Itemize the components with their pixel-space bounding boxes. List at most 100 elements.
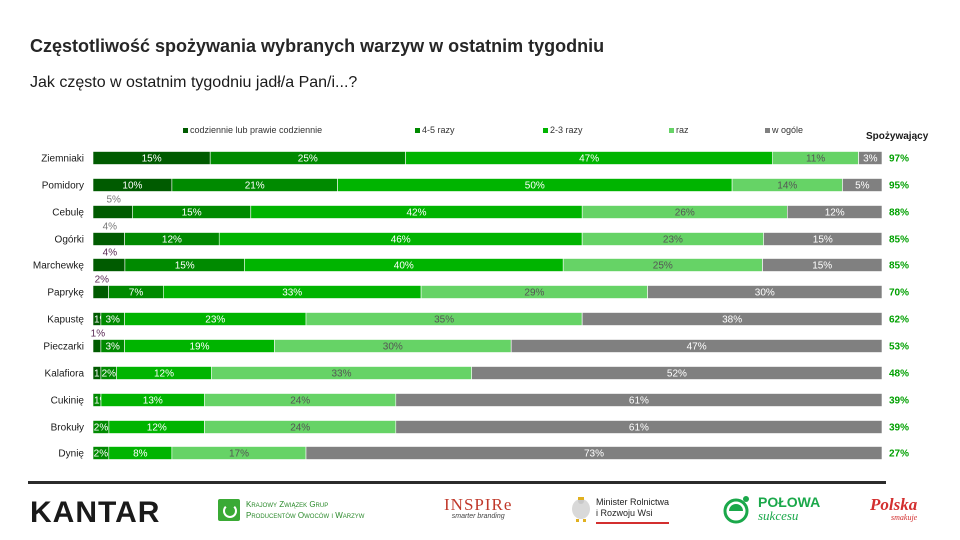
legend-item: 4-5 razy	[415, 125, 455, 135]
bar-value-label: 42%	[406, 208, 426, 219]
chart-legend: codziennie lub prawie codziennie 4-5 razy…	[0, 125, 960, 139]
bar-value-label: 30%	[383, 342, 403, 353]
kzg-logo-line1: Krajowy Związek Grup	[246, 500, 329, 509]
bar-value-label: 33%	[282, 288, 302, 299]
bar-segment	[647, 285, 883, 299]
bar-segment	[395, 420, 883, 434]
category-label: Dynię	[58, 449, 84, 460]
category-label: Cukinię	[51, 396, 85, 407]
category-label: Cebulę	[52, 208, 84, 219]
legend-swatch	[669, 127, 674, 133]
inspire-logo: INSPIRe smarter branding	[444, 495, 513, 520]
polska-logo-main: Polska	[870, 495, 918, 514]
page-subtitle: Jak często w ostatnim tygodniu jadł/a Pa…	[30, 74, 358, 91]
bar-small-value-label: 4%	[103, 248, 118, 259]
bar-segment	[510, 339, 883, 353]
bar-value-label: 11%	[806, 154, 825, 165]
bar-value-label: 12%	[147, 423, 167, 434]
consumers-value: 48%	[889, 369, 909, 380]
consumers-value: 97%	[889, 154, 909, 165]
page-title: Częstotliwość spożywania wybranych warzy…	[30, 36, 605, 56]
bar-small-value-label: 1%	[91, 329, 106, 340]
polowa-sukcesu-logo: POŁOWA sukcesu	[722, 494, 820, 524]
category-label: Pomidory	[42, 181, 84, 192]
consumers-value: 85%	[889, 235, 909, 246]
bar-value-label: 15%	[142, 154, 162, 165]
bar-value-label: 24%	[290, 396, 310, 407]
bar-value-label: 19%	[189, 342, 209, 353]
legend-item: codziennie lub prawie codziennie	[183, 125, 322, 135]
bar-value-label: 73%	[584, 449, 604, 460]
bar-value-label: 21%	[245, 181, 265, 192]
legend-label: 2-3 razy	[550, 125, 583, 135]
bar-value-label: 8%	[133, 449, 148, 460]
bar-value-label: 12%	[162, 235, 182, 246]
bar-value-label: 12%	[825, 208, 845, 219]
legend-swatch	[415, 127, 420, 133]
bar-value-label: 15%	[182, 208, 202, 219]
inspire-logo-sub: smarter branding	[451, 513, 505, 520]
category-label: Kapustę	[47, 315, 84, 326]
bar-value-label: 2%	[102, 369, 117, 380]
bar-segment	[92, 205, 133, 219]
polowa-logo-main: POŁOWA	[758, 494, 821, 510]
bar-value-label: 2%	[94, 449, 109, 460]
bar-value-label: 17%	[229, 449, 249, 460]
legend-item: 2-3 razy	[543, 125, 583, 135]
bar-small-value-label: 2%	[95, 275, 110, 286]
legend-label: w ogóle	[772, 125, 804, 135]
kzg-logo-icon	[218, 499, 240, 521]
consumers-header: Spożywający	[866, 131, 929, 142]
ministry-logo-line1: Minister Rolnictwa	[596, 496, 670, 507]
bar-value-label: 24%	[290, 423, 310, 434]
bar-value-label: 40%	[394, 261, 414, 272]
consumers-value: 88%	[889, 208, 909, 219]
bar-value-label: 52%	[667, 369, 687, 380]
bar-value-label: 15%	[813, 235, 833, 246]
stacked-bar-chart: Ziemniaki 15% 25% 47% 11% 3% 97%Pomidory 10% 21%…	[33, 151, 909, 460]
category-label: Ziemniaki	[41, 154, 84, 165]
bar-segment	[471, 366, 883, 380]
bar-segment	[395, 393, 883, 407]
bar-value-label: 5%	[855, 181, 870, 192]
legend-item: w ogóle	[765, 125, 803, 135]
bar-value-label: 1	[94, 369, 100, 380]
bar-value-label: 25%	[298, 154, 318, 165]
kzg-logo: Krajowy Związek Grup Producentów Owoców …	[218, 499, 364, 521]
bar-segment	[92, 285, 109, 299]
polska-logo-sub: smakuje	[891, 513, 918, 522]
legend-swatch	[543, 127, 548, 133]
bar-value-label: 3%	[105, 342, 120, 353]
bar-segment	[763, 232, 883, 246]
consumers-value: 62%	[889, 315, 909, 326]
legend-item: raz	[669, 125, 689, 135]
consumers-value: 85%	[889, 261, 909, 272]
eagle-emblem-icon	[572, 497, 590, 522]
polska-smakuje-logo: Polska smakuje	[870, 496, 917, 522]
bar-segment	[581, 312, 883, 326]
legend-label: codziennie lub prawie codziennie	[190, 125, 323, 135]
consumers-value: 53%	[889, 342, 909, 353]
consumers-value: 27%	[889, 449, 909, 460]
bar-value-label: 15%	[175, 261, 195, 272]
bar-value-label: 7%	[129, 288, 144, 299]
bar-value-label: 3%	[863, 154, 878, 165]
bar-value-label: 12%	[154, 369, 174, 380]
bar-value-label: 23%	[205, 315, 225, 326]
bar-value-label: 23%	[663, 235, 683, 246]
inspire-logo-main: INSPIRe	[444, 495, 513, 514]
bar-segment	[762, 258, 883, 272]
bar-value-label: 38%	[722, 315, 742, 326]
bar-value-label: 35%	[434, 315, 454, 326]
bar-value-label: 13%	[143, 396, 163, 407]
category-label: Marchewkę	[33, 261, 85, 272]
bar-value-label: 2%	[94, 423, 109, 434]
legend-label: raz	[676, 125, 689, 135]
consumers-value: 70%	[889, 288, 909, 299]
kantar-logo: KANTAR	[30, 496, 161, 529]
bar-value-label: 47%	[687, 342, 707, 353]
bar-value-label: 50%	[525, 181, 545, 192]
bar-value-label: 3%	[105, 315, 120, 326]
legend-swatch	[183, 127, 188, 133]
bar-value-label: 26%	[675, 208, 695, 219]
